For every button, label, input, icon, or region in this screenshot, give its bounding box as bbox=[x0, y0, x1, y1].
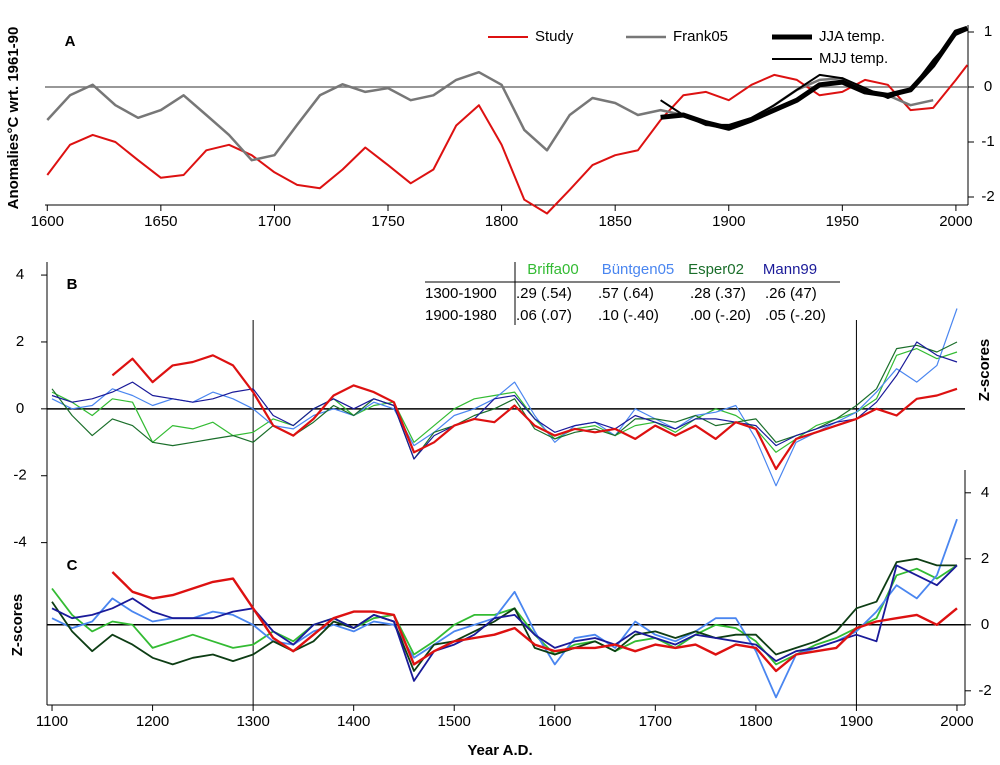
table-header: Esper02 bbox=[688, 261, 744, 278]
y-tick-label: -2 bbox=[13, 467, 26, 484]
panel-label: B bbox=[67, 276, 78, 293]
series-line bbox=[51, 308, 958, 487]
x-tick-label: 1700 bbox=[639, 713, 672, 730]
y-tick-label: 1 bbox=[984, 23, 992, 40]
x-tick-label: 1800 bbox=[739, 713, 772, 730]
panel-label: A bbox=[65, 33, 76, 50]
table-cell: .57 (.64) bbox=[598, 285, 654, 302]
y-tick-label: -2 bbox=[978, 682, 991, 699]
legend-label: JJA temp. bbox=[819, 28, 885, 45]
y-axis-title: Z-scores bbox=[976, 339, 993, 402]
y-tick-label: -4 bbox=[13, 534, 26, 551]
panel-label: C bbox=[67, 557, 78, 574]
table-cell: .29 (.54) bbox=[516, 285, 572, 302]
table-cell: .00 (-.20) bbox=[690, 307, 751, 324]
series-line bbox=[51, 341, 958, 460]
y-tick-label: 2 bbox=[981, 550, 989, 567]
series-line bbox=[51, 341, 958, 460]
x-tick-label: 2000 bbox=[939, 213, 972, 230]
x-tick-label: 1500 bbox=[438, 713, 471, 730]
x-tick-label: 1200 bbox=[136, 713, 169, 730]
series-line bbox=[51, 557, 957, 672]
x-tick-label: 1650 bbox=[144, 213, 177, 230]
series-line bbox=[51, 348, 958, 453]
x-tick-label: 1100 bbox=[36, 713, 68, 730]
x-tick-label: 1600 bbox=[31, 213, 64, 230]
x-tick-label: 1800 bbox=[485, 213, 518, 230]
y-tick-label: -1 bbox=[981, 133, 994, 150]
table-row-label: 1300-1900 bbox=[425, 285, 497, 302]
y-tick-label: 4 bbox=[16, 266, 24, 283]
y-tick-label: 0 bbox=[984, 78, 992, 95]
series-line bbox=[46, 64, 969, 215]
table-cell: .10 (-.40) bbox=[598, 307, 659, 324]
table-cell: .28 (.37) bbox=[690, 285, 746, 302]
table-header: Mann99 bbox=[763, 261, 817, 278]
table-cell: .05 (-.20) bbox=[765, 307, 826, 324]
x-tick-label: 1900 bbox=[712, 213, 745, 230]
legend-label: Frank05 bbox=[673, 28, 728, 45]
table-row-label: 1900-1980 bbox=[425, 307, 497, 324]
y-tick-label: 4 bbox=[981, 484, 989, 501]
series-line bbox=[46, 70, 934, 162]
x-tick-label: 1750 bbox=[371, 213, 404, 230]
series-line bbox=[111, 571, 958, 673]
table-cell: .06 (.07) bbox=[516, 307, 572, 324]
y-tick-label: 0 bbox=[16, 400, 24, 417]
y-axis-title: Z-scores bbox=[9, 594, 26, 657]
x-tick-label: 1300 bbox=[236, 713, 269, 730]
x-tick-label: 1700 bbox=[258, 213, 291, 230]
y-tick-label: 2 bbox=[16, 333, 24, 350]
legend-label: Study bbox=[535, 28, 574, 45]
table-cell: .26 (47) bbox=[765, 285, 817, 302]
x-tick-label: 1850 bbox=[598, 213, 631, 230]
x-tick-label: 1600 bbox=[538, 713, 571, 730]
series-line bbox=[660, 28, 968, 126]
table-header: Briffa00 bbox=[527, 261, 578, 278]
x-tick-label: 2000 bbox=[940, 713, 973, 730]
x-axis-title: Year A.D. bbox=[467, 742, 532, 759]
y-axis-title: Anomalies°C wrt. 1961-90 bbox=[5, 27, 22, 210]
y-tick-label: -2 bbox=[981, 188, 994, 205]
series-line bbox=[51, 564, 958, 682]
table-header: Büntgen05 bbox=[602, 261, 675, 278]
legend-label: MJJ temp. bbox=[819, 50, 888, 67]
series-line bbox=[111, 354, 958, 471]
series-line bbox=[51, 518, 958, 699]
x-tick-label: 1950 bbox=[826, 213, 859, 230]
y-tick-label: 0 bbox=[981, 616, 989, 633]
x-tick-label: 1400 bbox=[337, 713, 370, 730]
x-tick-label: 1900 bbox=[840, 713, 873, 730]
